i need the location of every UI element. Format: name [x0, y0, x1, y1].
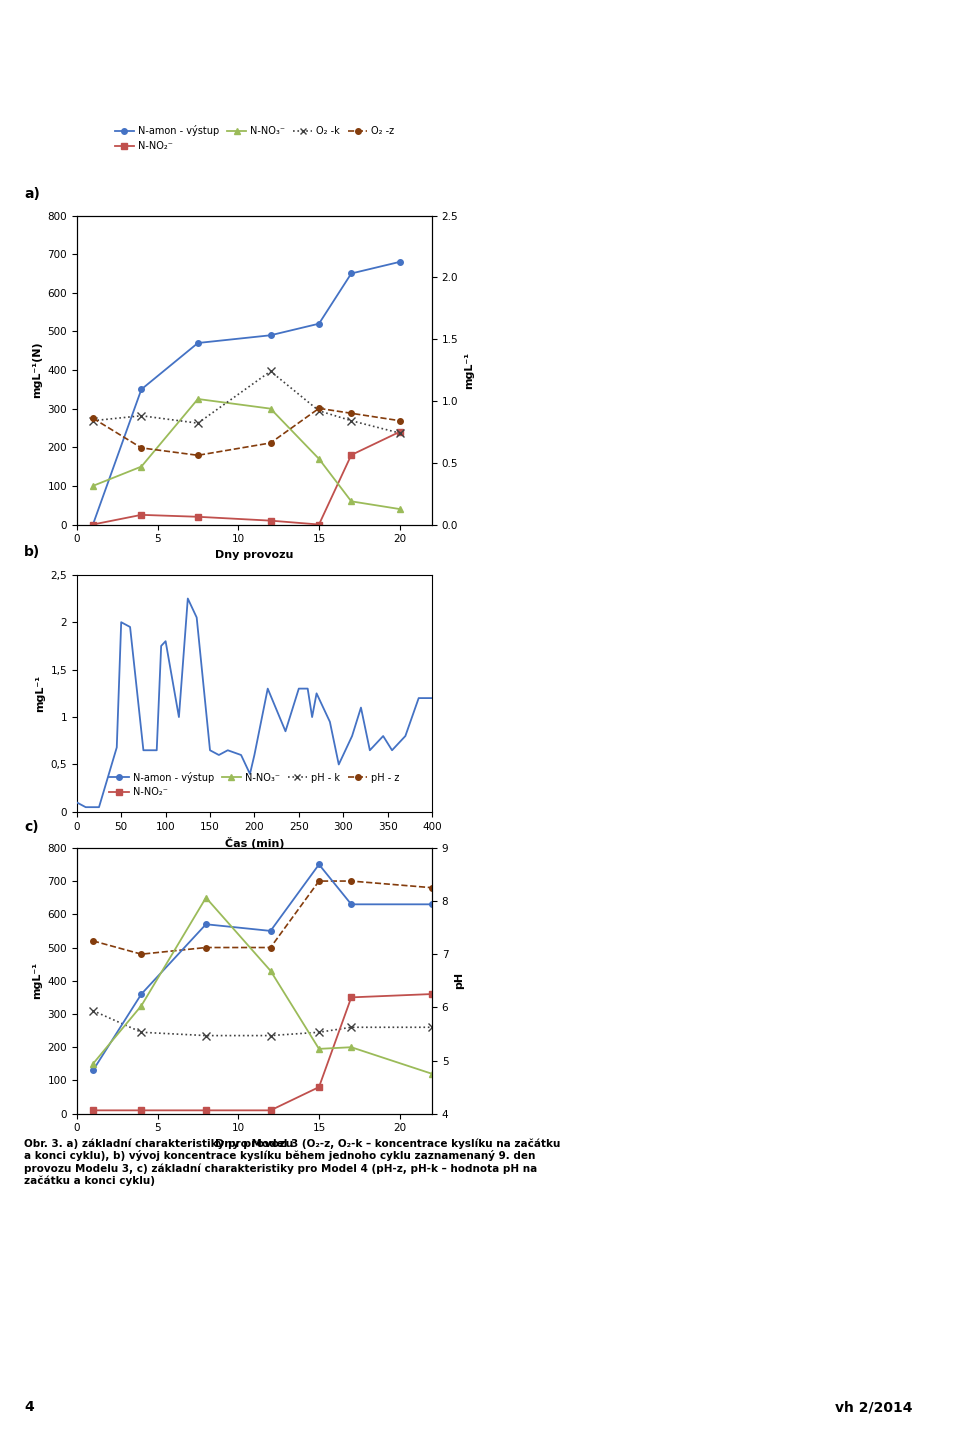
Y-axis label: pH: pH [454, 973, 464, 989]
Y-axis label: mgL⁻¹: mgL⁻¹ [32, 963, 42, 999]
Y-axis label: mgL⁻¹: mgL⁻¹ [35, 675, 45, 711]
Text: c): c) [24, 819, 38, 833]
Legend: N-amon - výstup, N-NO₂⁻, N-NO₃⁻, pH - k, pH - z: N-amon - výstup, N-NO₂⁻, N-NO₃⁻, pH - k,… [106, 767, 403, 802]
Text: 4: 4 [24, 1400, 34, 1414]
X-axis label: Čas (min): Čas (min) [225, 838, 284, 849]
Y-axis label: mgL⁻¹: mgL⁻¹ [464, 352, 474, 388]
Legend: N-amon - výstup, N-NO₂⁻, N-NO₃⁻, O₂ -k, O₂ -z: N-amon - výstup, N-NO₂⁻, N-NO₃⁻, O₂ -k, … [110, 122, 398, 155]
Text: b): b) [24, 545, 40, 559]
X-axis label: Dny provozu: Dny provozu [215, 1140, 294, 1150]
Y-axis label: mgL⁻¹(N): mgL⁻¹(N) [32, 342, 42, 398]
Text: Obr. 3. a) základní charakteristiky pro Model 3 (O₂-z, O₂-k – koncentrace kyslík: Obr. 3. a) základní charakteristiky pro … [24, 1138, 561, 1186]
X-axis label: Dny provozu: Dny provozu [215, 550, 294, 560]
Text: vh 2/2014: vh 2/2014 [835, 1400, 913, 1414]
Text: a): a) [24, 187, 40, 201]
